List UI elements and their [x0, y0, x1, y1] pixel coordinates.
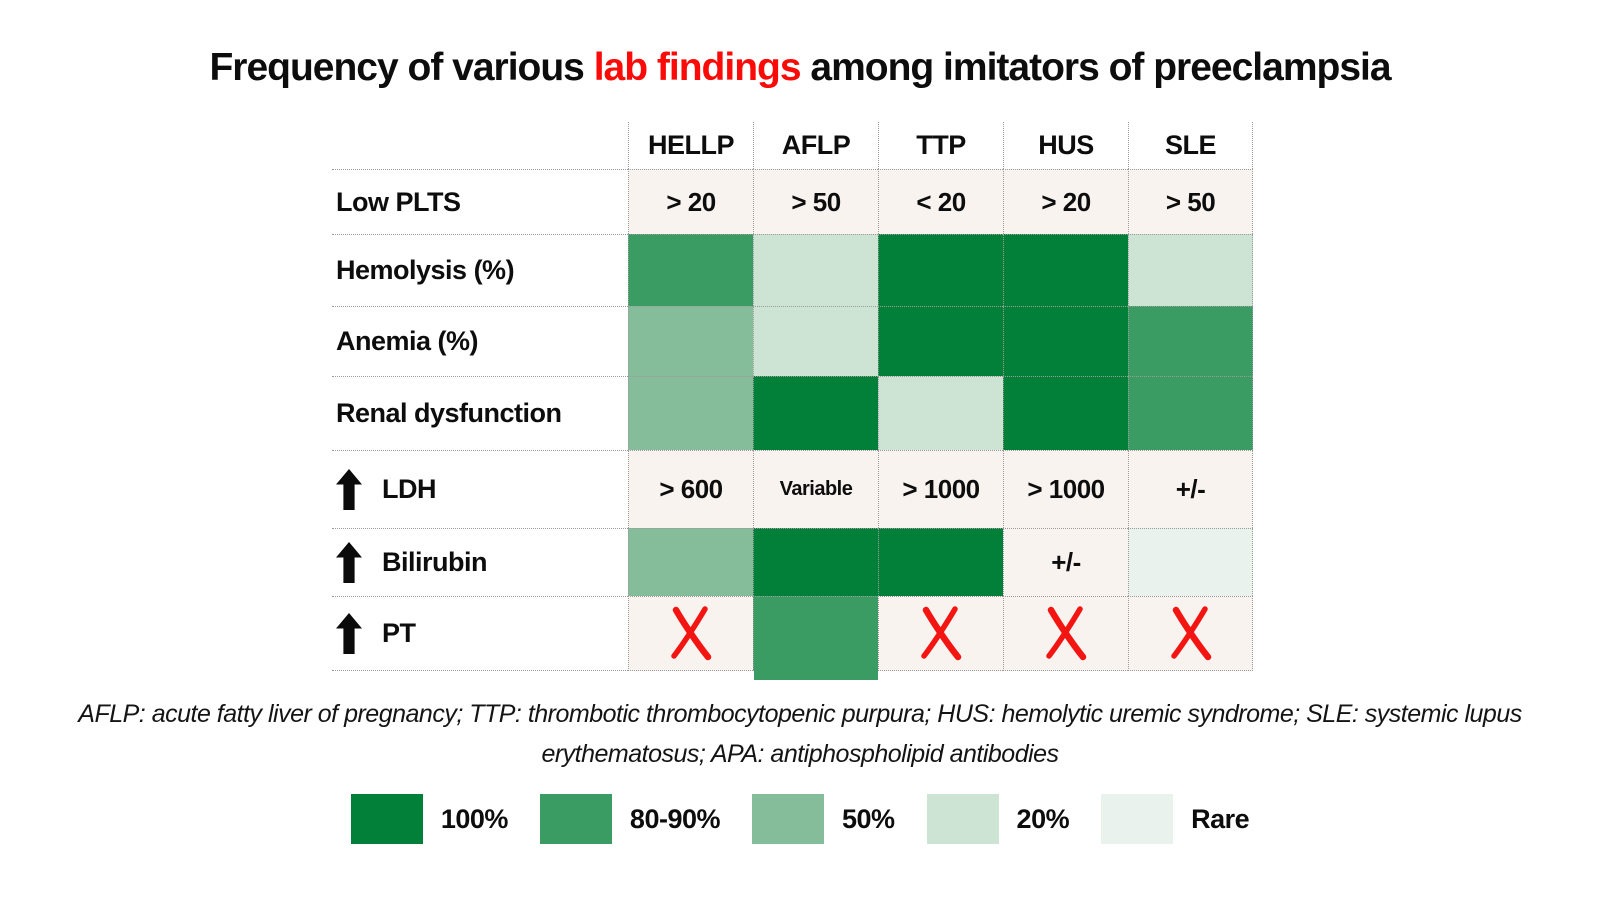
table-cell-bilirubin-hellp	[628, 528, 753, 596]
x-mark-icon	[1170, 605, 1211, 660]
x-mark-icon	[671, 605, 712, 660]
table-cell-renal-dysfunction-hellp	[628, 376, 753, 450]
table-cell-anemia-hus	[1003, 306, 1128, 376]
row-label-text: Low PLTS	[336, 186, 461, 217]
legend-item-50: 50%	[752, 794, 895, 844]
legend-swatch-20	[926, 794, 999, 844]
table-cell-bilirubin-aflp	[753, 528, 878, 596]
table-cell-pt-sle	[1128, 596, 1253, 671]
table-cell-ldh-hus: > 1000	[1003, 450, 1128, 528]
table-cell-hemolysis-sle	[1128, 234, 1253, 306]
table-cell-renal-dysfunction-sle	[1128, 376, 1253, 450]
column-header-aflp: AFLP	[753, 122, 878, 169]
table-cell-anemia-ttp	[878, 306, 1003, 376]
table-cell-renal-dysfunction-ttp	[878, 376, 1003, 450]
x-mark-icon	[921, 605, 962, 660]
table-cell-ldh-hellp: > 600	[628, 450, 753, 528]
table-cell-pt-aflp	[753, 596, 878, 680]
table-cell-bilirubin-sle	[1128, 528, 1253, 596]
up-arrow-icon	[336, 469, 362, 510]
table-cell-pt-hus	[1003, 596, 1128, 671]
column-header-sle: SLE	[1128, 122, 1253, 169]
row-label-text: Anemia (%)	[336, 326, 479, 356]
x-mark-icon	[1046, 605, 1087, 660]
footnote-line-2: erythematosus; APA: antiphospholipid ant…	[541, 740, 1059, 768]
table-cell-bilirubin-hus: +/-	[1003, 528, 1128, 596]
table-cell-low-plts-hellp: > 20	[628, 169, 753, 234]
row-label-pt: PT	[332, 596, 628, 671]
table-cell-anemia-sle	[1128, 306, 1253, 376]
page-title: Frequency of various lab findings among …	[0, 46, 1600, 90]
table-cell-renal-dysfunction-hus	[1003, 376, 1128, 450]
footnote-line-1: AFLP: acute fatty liver of pregnancy; TT…	[78, 700, 1522, 728]
legend-label-rare: Rare	[1191, 803, 1250, 834]
table-cell-renal-dysfunction-aflp	[753, 376, 878, 450]
legend-item-20: 20%	[926, 794, 1070, 844]
row-label-text: Renal dysfunction	[336, 398, 562, 428]
table-cell-ldh-sle: +/-	[1128, 450, 1253, 528]
legend-swatch-50	[752, 794, 824, 844]
row-label-text: LDH	[382, 474, 437, 504]
column-header-ttp: TTP	[878, 122, 1003, 169]
table-cell-hemolysis-ttp	[878, 234, 1003, 306]
legend-label-100: 100%	[440, 803, 509, 834]
legend-label-80-90: 80-90%	[629, 803, 721, 834]
legend-item-rare: Rare	[1101, 794, 1250, 844]
cell-bleed-extension	[754, 670, 878, 680]
table-cell-anemia-aflp	[753, 306, 878, 376]
legend-label-20: 20%	[1016, 803, 1070, 834]
abbreviation-footnote: AFLP: acute fatty liver of pregnancy; TT…	[0, 694, 1600, 774]
title-prefix: Frequency of various	[209, 46, 594, 89]
legend-item-80-90: 80-90%	[539, 794, 721, 844]
legend-swatch-80-90	[539, 794, 612, 844]
row-label-text: PT	[382, 618, 416, 648]
row-label-text: Hemolysis (%)	[336, 255, 515, 285]
row-label-ldh: LDH	[332, 450, 628, 528]
table-corner-cell	[332, 122, 628, 169]
row-label-text: Bilirubin	[382, 547, 488, 577]
up-arrow-icon	[336, 613, 362, 654]
row-label-anemia: Anemia (%)	[332, 306, 628, 376]
row-label-hemolysis: Hemolysis (%)	[332, 234, 628, 306]
column-header-hellp: HELLP	[628, 122, 753, 169]
legend-label-50: 50%	[842, 803, 895, 834]
table-cell-ldh-ttp: > 1000	[878, 450, 1003, 528]
legend-item-100: 100%	[350, 794, 509, 844]
table-cell-low-plts-hus: > 20	[1003, 169, 1128, 234]
legend-swatch-100	[350, 794, 423, 844]
table-cell-low-plts-ttp: < 20	[878, 169, 1003, 234]
title-suffix: among imitators of preeclampsia	[800, 46, 1391, 89]
table-cell-hemolysis-hellp	[628, 234, 753, 306]
table-cell-hemolysis-aflp	[753, 234, 878, 306]
title-highlight: lab findings	[593, 46, 802, 89]
table-cell-bilirubin-ttp	[878, 528, 1003, 596]
table-cell-pt-ttp	[878, 596, 1003, 671]
table-cell-anemia-hellp	[628, 306, 753, 376]
legend-swatch-rare	[1101, 794, 1174, 844]
table-cell-ldh-aflp: Variable	[753, 450, 878, 528]
row-label-bilirubin: Bilirubin	[332, 528, 628, 596]
table-cell-hemolysis-hus	[1003, 234, 1128, 306]
table-cell-pt-hellp	[628, 596, 753, 671]
column-header-hus: HUS	[1003, 122, 1128, 169]
lab-findings-table: HELLP AFLP TTP HUS SLE Low PLTS > 20 > 50 < 20 > …	[332, 122, 1253, 680]
row-label-renal-dysfunction: Renal dysfunction	[332, 376, 628, 450]
table-cell-low-plts-sle: > 50	[1128, 169, 1253, 234]
row-label-low-plts: Low PLTS	[332, 169, 628, 234]
table-cell-low-plts-aflp: > 50	[753, 169, 878, 234]
up-arrow-icon	[336, 542, 362, 583]
color-legend: 100% 80-90% 50% 20% Rare	[0, 794, 1600, 844]
